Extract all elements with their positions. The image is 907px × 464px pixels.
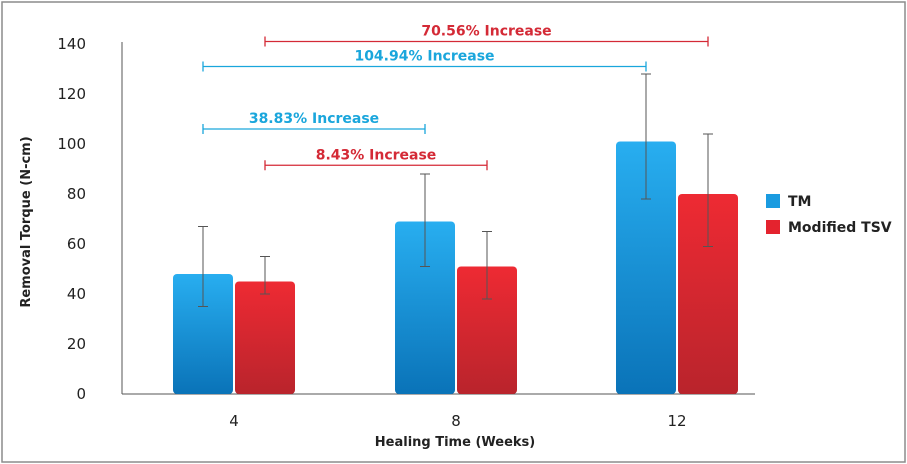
y-tick-label: 40 [67,285,86,303]
bar-modified-tsv-8 [457,266,517,394]
y-axis-title: Removal Torque (N-cm) [19,136,34,307]
x-axis-title: Healing Time (Weeks) [375,435,535,450]
legend-label: TM [788,194,811,210]
annotation-label: 38.83% Increase [249,111,379,127]
annotation-label: 104.94% Increase [354,49,494,65]
y-tick-label: 100 [57,135,86,153]
bar-tm-12 [616,141,676,394]
y-tick-label: 20 [67,335,86,353]
x-tick-label: 8 [451,412,461,430]
y-tick-label: 80 [67,185,86,203]
y-tick-label: 0 [76,385,86,403]
legend-swatch [766,194,780,208]
bar-modified-tsv-4 [235,281,295,394]
legend-label: Modified TSV [788,220,892,236]
legend: TM Modified TSV [766,194,892,236]
legend-swatch [766,220,780,234]
x-tick-label: 4 [229,412,239,430]
bar-tm-8 [395,221,455,394]
y-tick-label: 120 [57,85,86,103]
x-tick-label: 12 [667,412,686,430]
annotation-label: 8.43% Increase [316,147,437,163]
y-tick-label: 60 [67,235,86,253]
y-tick-label: 140 [57,35,86,53]
annotation-label: 70.56% Increase [421,24,551,40]
plot-area: 0 20 40 60 80 100 120 140 4 8 12 70.56% Increase 104… [57,24,755,430]
bar-modified-tsv-12 [678,194,738,394]
bar-tm-4 [173,274,233,394]
